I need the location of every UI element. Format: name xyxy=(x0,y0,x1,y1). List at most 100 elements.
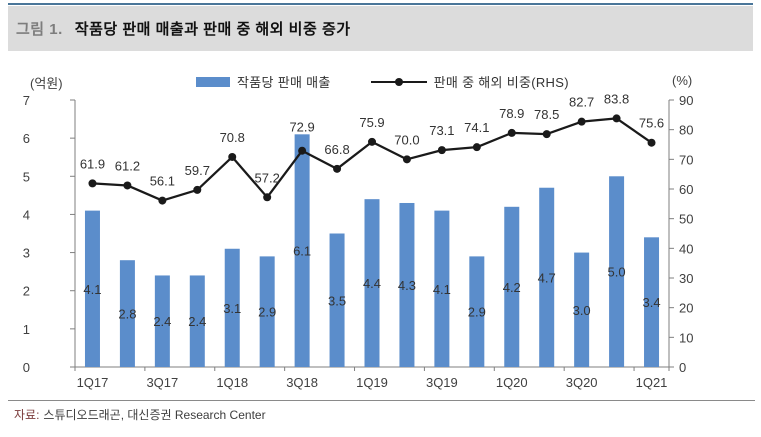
bar xyxy=(434,210,450,367)
figure-number: 그림 1. xyxy=(16,21,63,38)
right-axis-unit-label: (%) xyxy=(672,73,693,88)
right-axis-tick-label: 80 xyxy=(679,123,693,138)
bar-series-label: 작품당 판매 매출 xyxy=(237,75,331,90)
left-axis-unit-label: (억원) xyxy=(30,76,63,91)
bar-value-label: 3.1 xyxy=(223,301,241,316)
x-axis-category-label: 1Q18 xyxy=(216,375,248,390)
bar-value-label: 2.8 xyxy=(118,307,136,322)
left-axis-tick-label: 4 xyxy=(23,207,30,222)
bar xyxy=(539,187,555,367)
x-axis-category-label: 1Q17 xyxy=(77,375,109,390)
line-marker xyxy=(333,164,342,173)
line-series-label: 판매 중 해외 비중(RHS) xyxy=(433,75,569,90)
bar-value-label: 6.1 xyxy=(293,244,311,259)
line-value-label: 72.9 xyxy=(289,120,314,135)
right-axis-tick-label: 70 xyxy=(679,152,693,167)
bar xyxy=(154,275,170,367)
line-marker xyxy=(193,185,202,194)
bar xyxy=(224,248,240,367)
right-axis-tick-label: 50 xyxy=(679,212,693,227)
left-axis-tick-label: 7 xyxy=(23,93,30,108)
right-axis-tick-label: 90 xyxy=(679,93,693,108)
bar-value-label: 3.4 xyxy=(642,295,660,310)
bar-value-label: 3.0 xyxy=(573,303,591,318)
x-axis-category-label: 3Q17 xyxy=(146,375,178,390)
bar-value-label: 2.4 xyxy=(188,314,206,329)
right-axis-tick-label: 10 xyxy=(679,330,693,345)
x-axis-category-label: 1Q20 xyxy=(496,375,528,390)
bar xyxy=(119,260,135,367)
line-value-label: 75.6 xyxy=(639,116,664,131)
right-axis-tick-label: 0 xyxy=(679,360,686,375)
x-axis-category-label: 3Q20 xyxy=(566,375,598,390)
bar-value-label: 2.9 xyxy=(468,305,486,320)
left-axis-tick-label: 6 xyxy=(23,131,30,146)
line-value-label: 61.9 xyxy=(80,156,105,171)
chart-legend: 작품당 판매 매출 판매 중 해외 비중(RHS) xyxy=(196,72,569,91)
line-marker xyxy=(158,196,167,205)
bar-value-label: 3.5 xyxy=(328,293,346,308)
line-marker xyxy=(647,138,656,147)
source-note: 자료: 스튜디오드래곤, 대신증권 Research Center xyxy=(14,406,266,423)
line-value-label: 83.8 xyxy=(604,91,629,106)
left-axis-tick-label: 3 xyxy=(23,246,30,261)
line-marker xyxy=(123,181,132,190)
line-value-label: 82.7 xyxy=(569,95,594,110)
bar-value-label: 4.7 xyxy=(538,270,556,285)
x-axis-category-label: 1Q21 xyxy=(636,375,668,390)
bar-value-label: 2.4 xyxy=(153,314,171,329)
line-swatch-marker xyxy=(394,77,403,86)
line-value-label: 57.2 xyxy=(255,170,280,185)
source-text: 스튜디오드래곤, 대신증권 Research Center xyxy=(43,408,266,422)
right-axis-tick-label: 40 xyxy=(679,241,693,256)
line-marker xyxy=(88,179,97,188)
line-series-swatch xyxy=(370,77,427,87)
line-value-label: 70.0 xyxy=(394,132,419,147)
right-axis-tick-label: 60 xyxy=(679,182,693,197)
bar xyxy=(644,237,660,367)
figure-title: 작품당 판매 매출과 판매 중 해외 비중 증가 xyxy=(74,21,351,38)
source-label: 자료: xyxy=(14,408,40,422)
bar xyxy=(329,233,345,367)
line-marker xyxy=(472,143,481,152)
line-value-label: 78.5 xyxy=(534,107,559,122)
bar-value-label: 4.2 xyxy=(503,280,521,295)
bar xyxy=(259,256,275,367)
left-axis-tick-label: 1 xyxy=(23,322,30,337)
line-marker xyxy=(402,155,411,164)
line-marker xyxy=(577,117,586,126)
bar xyxy=(504,206,520,367)
x-axis-category-label: 3Q19 xyxy=(426,375,458,390)
legend-item-bar-series: 작품당 판매 매출 xyxy=(196,72,331,91)
line-marker xyxy=(368,137,376,146)
bar-series-swatch xyxy=(196,76,230,87)
line-marker xyxy=(542,130,551,139)
line-marker xyxy=(437,146,446,155)
bar xyxy=(609,176,625,367)
line-value-label: 74.1 xyxy=(464,120,489,135)
bar-value-label: 4.1 xyxy=(83,282,101,297)
line-value-label: 78.9 xyxy=(499,106,524,121)
bar xyxy=(364,199,380,367)
bar xyxy=(84,210,100,367)
left-axis-tick-label: 0 xyxy=(23,360,30,375)
right-axis-tick-label: 30 xyxy=(679,271,693,286)
bar-value-label: 4.1 xyxy=(433,282,451,297)
bar xyxy=(399,202,415,367)
bar-value-label: 5.0 xyxy=(608,265,626,280)
bar-value-label: 4.4 xyxy=(363,276,381,291)
bar xyxy=(189,275,205,367)
line-marker xyxy=(228,152,237,161)
line-marker xyxy=(612,114,621,123)
left-axis-tick-label: 5 xyxy=(23,169,30,184)
bar-value-label: 2.9 xyxy=(258,305,276,320)
bar xyxy=(574,252,590,367)
line-value-label: 56.1 xyxy=(150,174,175,189)
right-axis-tick-label: 20 xyxy=(679,301,693,316)
line-value-label: 66.8 xyxy=(324,142,349,157)
left-axis-tick-label: 2 xyxy=(23,284,30,299)
line-marker xyxy=(263,193,272,202)
x-axis-category-label: 3Q18 xyxy=(286,375,318,390)
